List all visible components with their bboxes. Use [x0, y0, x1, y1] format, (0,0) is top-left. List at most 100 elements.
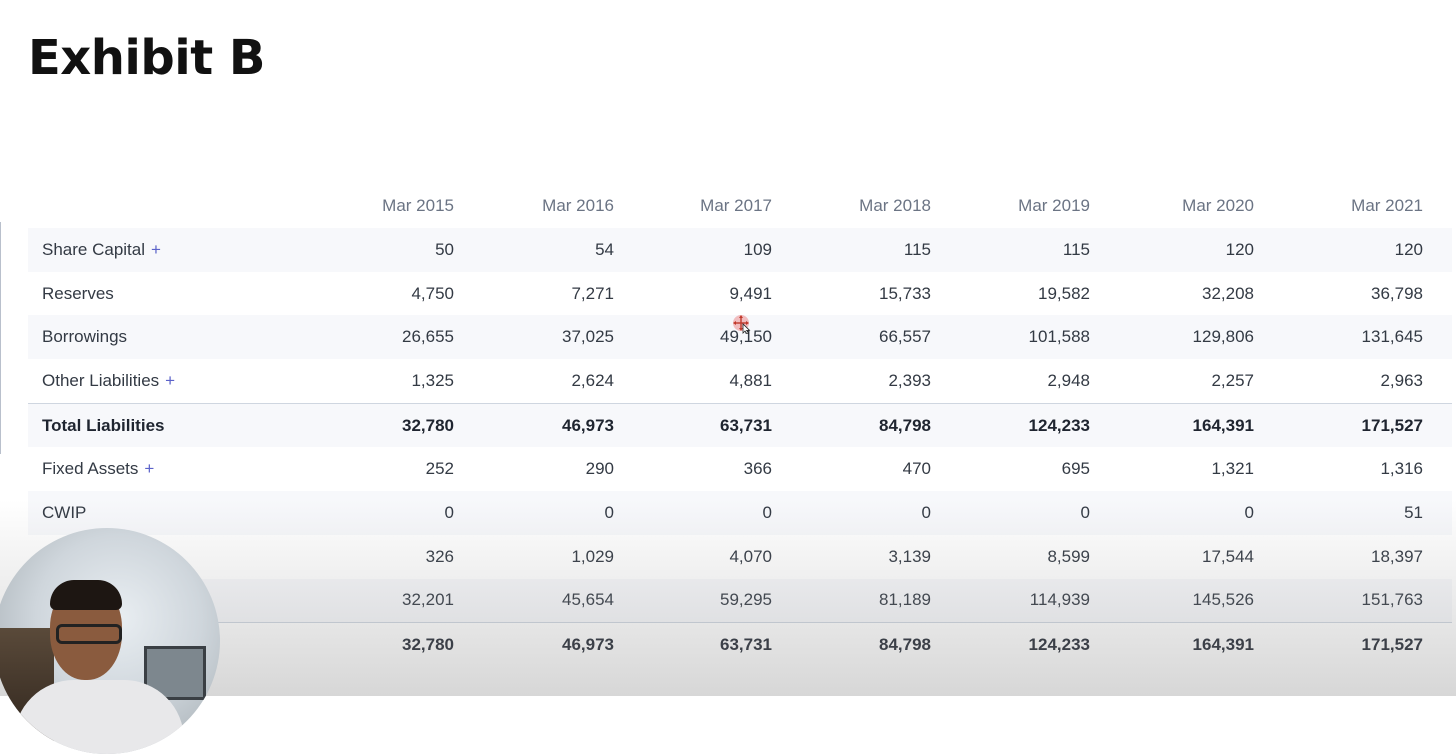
table-cell: 50: [435, 239, 454, 259]
table-cell: 0: [444, 502, 454, 522]
table-cell: 15,733: [879, 283, 931, 303]
presenter-body: [14, 680, 184, 754]
table-cell: 37,025: [562, 327, 614, 347]
row-label-text: Borrowings: [42, 327, 128, 347]
expand-plus-icon[interactable]: +: [151, 239, 161, 259]
column-header: Mar 2015: [382, 196, 454, 215]
move-cursor-icon: [733, 315, 751, 334]
table-cell: 115: [903, 239, 931, 259]
column-header: Mar 2018: [859, 196, 931, 215]
table-cell: 59,295: [720, 590, 772, 610]
row-label: Borrowings: [42, 327, 127, 347]
table-cell: 2,393: [888, 370, 931, 390]
presenter-webcam: [0, 528, 220, 754]
column-header: Mar 2021: [1351, 196, 1423, 215]
table-cell: 46,973: [562, 635, 614, 655]
row-label: Reserves: [42, 284, 114, 304]
table-row: CWIP 0 0 0 0 0 0 51: [28, 491, 1452, 535]
table-cell: 8,599: [1047, 546, 1090, 566]
table-cell: 0: [1244, 502, 1254, 522]
presenter-glasses: [56, 624, 122, 644]
table-cell: 109: [743, 239, 772, 259]
page-title: Exhibit B: [28, 30, 265, 86]
table-row: Fixed Assets +252 290 366 470 695 1,321 1,316: [28, 447, 1452, 491]
table-cell: 0: [921, 502, 931, 522]
table-cell: 131,645: [1361, 327, 1423, 347]
table-cell: 63,731: [720, 635, 772, 655]
table-cell: 114,939: [1029, 590, 1090, 610]
table-cell: 290: [585, 459, 614, 479]
table-cell: 32,201: [402, 590, 454, 610]
row-label-text: Fixed Assets: [42, 459, 139, 479]
expand-plus-icon[interactable]: +: [165, 370, 176, 390]
table-cell: 2,948: [1047, 370, 1090, 390]
table-cell: 84,798: [879, 635, 931, 655]
table-cell: 32,780: [402, 635, 454, 655]
table-cell: 124,233: [1028, 415, 1090, 435]
row-label: CWIP: [42, 503, 86, 523]
table-cell: 115: [1062, 239, 1090, 259]
table-cell: 164,391: [1192, 415, 1254, 435]
table-cell: 0: [762, 502, 772, 522]
column-header: Mar 2019: [1018, 196, 1090, 215]
table-cell: 326: [425, 546, 454, 566]
table-row: Reserves 4,750 7,271 9,491 15,733 19,582 32,20…: [28, 272, 1452, 316]
table-row: 326 1,029 4,070 3,139 8,599 17,544 18,397: [28, 535, 1452, 579]
table-cell: 252: [425, 459, 454, 479]
presenter-hair: [50, 580, 122, 610]
table-cell: 171,527: [1361, 635, 1423, 655]
column-header: Mar 2020: [1182, 196, 1254, 215]
table-cell: 4,881: [729, 370, 772, 390]
table-cell: 2,963: [1380, 370, 1423, 390]
table-row: 32,780 46,973 63,731 84,798 124,233 164,391 17…: [28, 622, 1452, 667]
table-cell: 145,526: [1192, 590, 1254, 610]
row-label-text: Reserves: [42, 283, 114, 303]
row-label[interactable]: Other Liabilities +: [42, 371, 175, 391]
table-row: Other Liabilities + 1,325 2,624 4,881 2,393 2,…: [28, 359, 1452, 403]
table-cell: 36,798: [1371, 283, 1423, 303]
table-cell: 84,798: [879, 415, 931, 435]
row-label[interactable]: Share Capital +: [42, 240, 161, 260]
table-cell: 51: [1404, 502, 1423, 522]
table-cell: 120: [1225, 239, 1254, 259]
table-cell: 0: [1080, 502, 1090, 522]
table-cell: 4,750: [411, 283, 454, 303]
table-row: Share Capital +50 54 109 115 115 120 120: [28, 228, 1452, 272]
table-cell: 0: [604, 502, 614, 522]
table-cell: 124,233: [1028, 635, 1090, 655]
table-cell: 54: [595, 239, 614, 259]
column-header: Mar 2017: [700, 196, 772, 215]
table-cell: 81,189: [879, 590, 931, 610]
table-cell: 19,582: [1038, 283, 1090, 303]
table-cell: 49,150: [720, 327, 772, 347]
table-row: 32,201 45,654 59,295 81,189 114,939 145,526 15…: [28, 578, 1452, 623]
table-cell: 129,806: [1192, 327, 1254, 347]
table-cell: 1,316: [1380, 459, 1423, 479]
row-label-text: Share Capital: [42, 239, 146, 259]
table-cell: 366: [743, 459, 772, 479]
table-row: Total Liabilities 32,780 46,973 63,731 84,79…: [28, 402, 1452, 448]
table-cell: 18,397: [1371, 546, 1423, 566]
table-cell: 3,139: [888, 546, 931, 566]
expand-plus-icon[interactable]: +: [144, 459, 155, 479]
table-cell: 26,655: [402, 327, 454, 347]
table-cell: 4,070: [729, 546, 772, 566]
table-cell: 101,588: [1028, 327, 1090, 347]
table-cell: 470: [902, 459, 931, 479]
table-cell: 2,624: [571, 370, 614, 390]
table-cell: 120: [1394, 239, 1423, 259]
table-cell: 1,321: [1211, 459, 1254, 479]
table-cell: 9,491: [729, 283, 772, 303]
table-cell: 32,208: [1202, 283, 1254, 303]
table-cell: 2,257: [1211, 370, 1254, 390]
table-cell: 66,557: [879, 327, 931, 347]
table-cell: 695: [1061, 459, 1090, 479]
balance-sheet-table: Mar 2015 Mar 2016 Mar 2017 Mar 2018 Mar …: [28, 184, 1452, 667]
table-cell: 151,763: [1361, 590, 1423, 610]
column-header: Mar 2016: [542, 196, 614, 215]
table-cell: 32,780: [402, 415, 454, 435]
row-label[interactable]: Fixed Assets +: [42, 459, 154, 479]
table-cell: 171,527: [1361, 415, 1423, 435]
table-cell: 17,544: [1202, 546, 1254, 566]
table-cell: 1,325: [411, 370, 454, 390]
